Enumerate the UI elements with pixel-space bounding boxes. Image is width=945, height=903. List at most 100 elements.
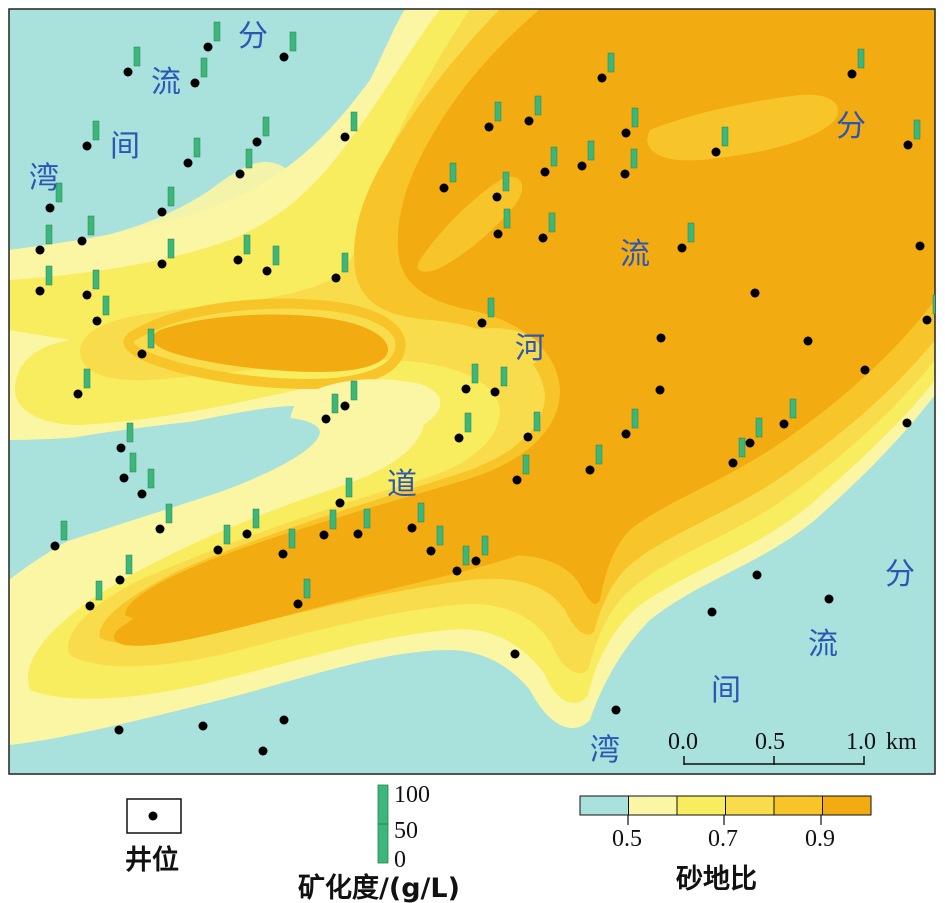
well-marker [123, 67, 133, 77]
well-marker [340, 132, 350, 142]
legend-sand-ratio: 0.5 0.7 0.9 砂地比 [579, 795, 872, 895]
well-marker [752, 570, 762, 580]
salinity-bar [494, 101, 502, 122]
well-marker [50, 541, 60, 551]
legend-salinity-tick-50: 50 [394, 818, 418, 844]
well-marker [82, 290, 92, 300]
well-marker [922, 315, 932, 325]
salinity-bar [363, 508, 371, 529]
well-marker [585, 465, 595, 475]
well-marker [655, 385, 665, 395]
salinity-bar [449, 162, 457, 183]
well-marker [293, 599, 303, 609]
salinity-bar [213, 21, 221, 42]
salinity-bar [913, 119, 921, 140]
salinity-bar [83, 368, 91, 389]
salinity-bar [129, 452, 137, 473]
label-dao-center: 道 [387, 467, 417, 502]
label-fen-se: 分 [885, 557, 915, 592]
well-marker [621, 429, 631, 439]
well-marker [319, 530, 329, 540]
scale-tick-1: 1.0 [846, 729, 876, 755]
salinity-bar [630, 148, 638, 169]
salinity-bar [289, 31, 297, 52]
colorbar-swatch [579, 795, 629, 816]
well-marker [915, 241, 925, 251]
salinity-bar [345, 477, 353, 498]
salinity-bar [631, 107, 639, 128]
sand-northwest-channel [9, 161, 300, 280]
salinity-bar [126, 422, 134, 443]
legend-sand-tick-05: 0.5 [612, 826, 642, 852]
salinity-bar [789, 398, 797, 419]
well-marker [321, 414, 331, 424]
salinity-bar [857, 48, 865, 69]
well-marker [198, 721, 208, 731]
legend-well: 井位 [125, 798, 182, 876]
salinity-bar [502, 171, 510, 192]
scale-tick-0: 0.0 [668, 729, 698, 755]
salinity-bar [548, 212, 556, 233]
salinity-bar [252, 508, 260, 529]
salinity-bar [200, 57, 208, 78]
well-marker [92, 316, 102, 326]
salinity-bar [755, 417, 763, 438]
well-marker [847, 69, 857, 79]
salinity-bar [503, 208, 511, 229]
salinity-bar [133, 46, 141, 67]
well-marker [183, 158, 193, 168]
well-marker [620, 169, 630, 179]
salinity-bar [147, 468, 155, 489]
well-marker [611, 705, 621, 715]
well-marker [750, 288, 760, 298]
salinity-bar [87, 215, 95, 236]
colorbar-swatch [822, 795, 872, 816]
well-marker [235, 169, 245, 179]
well-marker [439, 183, 449, 193]
well-marker [258, 746, 268, 756]
well-marker [512, 475, 522, 485]
map-frame [8, 8, 936, 775]
salinity-bar [165, 503, 173, 524]
salinity-bar [167, 238, 175, 259]
legend-sand-tick-07: 0.7 [708, 826, 738, 852]
well-marker [824, 594, 834, 604]
well-marker [493, 229, 503, 239]
sand-ratio-surface [9, 9, 935, 774]
well-marker [728, 458, 738, 468]
well-marker [279, 52, 289, 62]
salinity-bar [288, 528, 296, 549]
salinity-bar [95, 580, 103, 601]
well-marker [155, 524, 165, 534]
salinity-bar [45, 265, 53, 286]
well-marker [335, 498, 345, 508]
well-marker [902, 418, 912, 428]
salinity-bar [125, 554, 133, 575]
legend-sand-title: 砂地比 [676, 864, 757, 895]
salinity-bar [331, 393, 339, 414]
salinity-bar [272, 245, 280, 266]
salinity-bar [102, 295, 110, 316]
salinity-bar [341, 252, 349, 273]
salinity-bar [631, 408, 639, 429]
salinity-bar [243, 234, 251, 255]
sand-west-ring [123, 298, 406, 390]
well-marker [471, 556, 481, 566]
scale-tick-05: 0.5 [755, 729, 785, 755]
well-marker [510, 649, 520, 659]
salinity-bar [417, 502, 425, 523]
salinity-bar [262, 116, 270, 137]
well-marker [77, 236, 87, 246]
sand-hole-ne [647, 94, 839, 161]
label-liu-se: 流 [808, 627, 838, 662]
salinity-bar [738, 437, 746, 458]
well-marker [331, 273, 341, 283]
salinity-bar [462, 545, 470, 566]
salinity-bar [721, 126, 729, 147]
well-marker [452, 566, 462, 576]
legend-well-label: 井位 [125, 844, 179, 876]
sand-core-west [152, 314, 389, 372]
legend-salinity-tick-0: 0 [394, 847, 406, 873]
well-marker [524, 116, 534, 126]
